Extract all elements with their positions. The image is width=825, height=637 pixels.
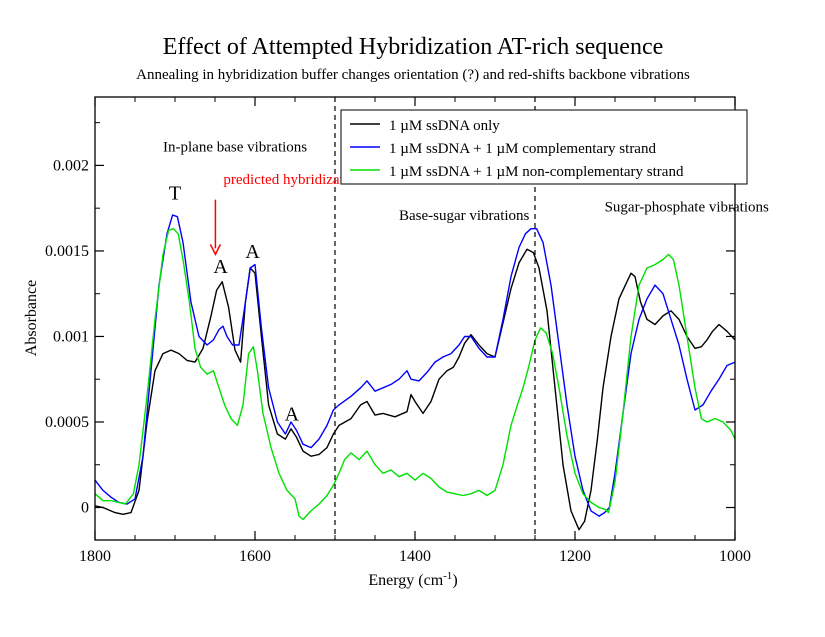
y-tick-label: 0.0015 — [45, 243, 89, 260]
chart-title: Effect of Attempted Hybridization AT-ric… — [163, 34, 664, 60]
x-axis-label: Energy (cm-1) — [368, 570, 457, 589]
region-label-2: Sugar-phosphate vibrations — [605, 200, 769, 216]
x-tick-label: 1600 — [239, 548, 271, 565]
peak-label-1: A — [213, 256, 228, 278]
series-layer — [95, 214, 735, 531]
legend-label-0: 1 µM ssDNA only — [389, 118, 500, 134]
x-tick-label: 1400 — [399, 548, 431, 565]
x-tick-label: 1200 — [559, 548, 591, 565]
y-tick-label: 0.002 — [53, 157, 89, 174]
annotations: In-plane base vibrations Base-sugar vibra… — [163, 140, 769, 426]
annotation-arrow-head — [209, 244, 222, 257]
x-axis-label-close: ) — [452, 572, 457, 589]
x-axis-label-sup: -1 — [443, 570, 452, 582]
chart-subtitle: Annealing in hybridization buffer change… — [136, 67, 690, 83]
x-tick-label: 1000 — [719, 548, 751, 565]
plot-frame — [94, 96, 736, 541]
peak-label-2: A — [245, 241, 260, 263]
x-axis-label-main: Energy (cm — [368, 572, 443, 589]
legend-label-2: 1 µM ssDNA + 1 µM non-complementary stra… — [389, 164, 684, 180]
annotation-label: predicted hybridization — [223, 172, 363, 188]
y-tick-label: 0.0005 — [45, 414, 89, 431]
peak-label-3: A — [285, 403, 300, 425]
region-label-1: Base-sugar vibrations — [399, 208, 530, 224]
legend-label-1: 1 µM ssDNA + 1 µM complementary strand — [389, 141, 656, 157]
legend-box — [340, 109, 748, 185]
series-line-2 — [95, 228, 735, 521]
legend: 1 µM ssDNA only 1 µM ssDNA + 1 µM complem… — [340, 109, 748, 185]
y-axis-label: Absorbance — [23, 280, 40, 356]
y-tick-label: 0 — [81, 500, 89, 517]
axes: 1800 1600 1400 1200 1000 0 0.0005 0.001 0.0015 0.… — [45, 97, 751, 565]
y-tick-label: 0.001 — [53, 328, 89, 345]
series-line-1 — [95, 214, 735, 517]
peak-label-0: T — [169, 183, 181, 205]
series-line-0 — [95, 248, 735, 531]
x-tick-label: 1800 — [79, 548, 111, 565]
region-label-0: In-plane base vibrations — [163, 140, 307, 156]
